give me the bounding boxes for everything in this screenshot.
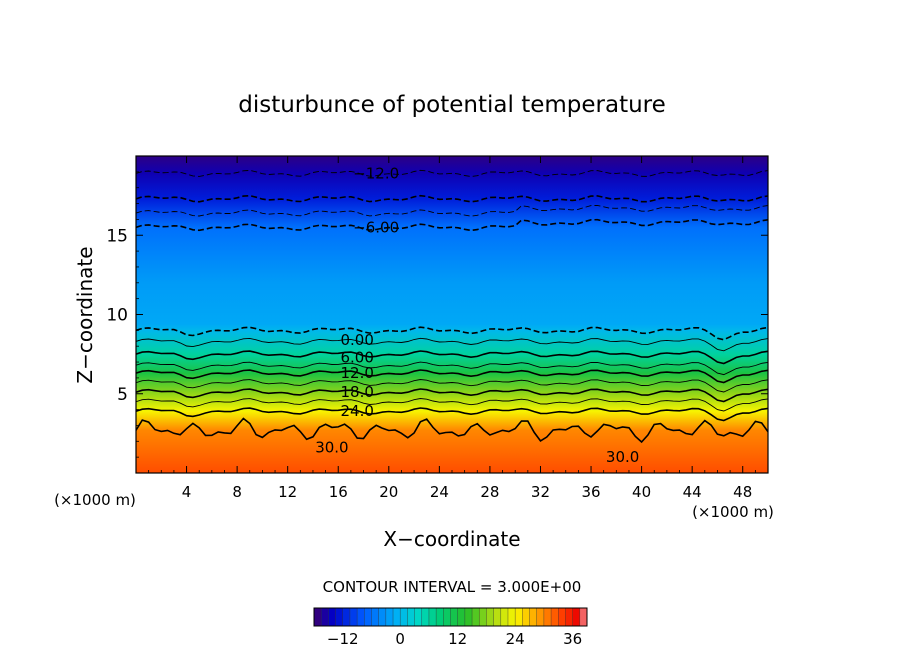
x-tick-label: 28 <box>480 483 499 501</box>
y-tick-label: 15 <box>106 226 128 246</box>
contour-line <box>136 326 768 341</box>
contour-line <box>136 407 768 422</box>
colorbar-tick-label: 12 <box>448 630 467 648</box>
x-tick-label: 24 <box>430 483 449 501</box>
contour-line <box>136 398 768 412</box>
y-axis-label: Z−coordinate <box>73 246 97 383</box>
x-tick-label: 32 <box>531 483 550 501</box>
y-tick-label: 5 <box>117 385 128 405</box>
colorbar-cell <box>321 608 329 626</box>
colorbar-tick-label: −12 <box>327 630 359 648</box>
colorbar-cell <box>558 608 566 626</box>
x-tick-label: 40 <box>632 483 651 501</box>
colorbar-cell <box>522 608 530 626</box>
colorbar-cell <box>529 608 538 626</box>
colorbar-tick-label: 0 <box>395 630 405 648</box>
contour-line <box>136 194 768 203</box>
temperature-field <box>136 156 768 473</box>
y-tick-label: 10 <box>106 306 128 326</box>
colorbar-tick-label: 36 <box>563 630 582 648</box>
x-tick-label: 48 <box>733 483 752 501</box>
contour-line <box>136 388 768 403</box>
colorbar-cell <box>457 608 466 626</box>
colorbar-cell <box>572 608 581 626</box>
colorbar: −12 0 12 24 36 <box>313 607 588 648</box>
colorbar-cell <box>393 608 401 626</box>
colorbar-cell <box>493 608 502 626</box>
colorbar-cell <box>385 608 394 626</box>
colorbar-cell <box>335 608 344 626</box>
colorbar-tick-label: 24 <box>506 630 525 648</box>
contour-interval-text: CONTOUR INTERVAL = 3.000E+00 <box>323 578 582 596</box>
contour-label: 6.00 <box>340 348 373 366</box>
contour-label: 30.0 <box>315 439 348 457</box>
colorbar-cell <box>328 608 336 626</box>
colorbar-cell <box>565 608 574 626</box>
contour-label: −6.00 <box>353 218 399 236</box>
contour-line <box>136 169 768 177</box>
colorbar-cell <box>536 608 545 626</box>
colorbar-cell <box>407 608 415 626</box>
colorbar-cell <box>371 608 380 626</box>
colorbar-cell <box>450 608 459 626</box>
contour-label: −12.0 <box>353 164 399 182</box>
x-unit-left: (×1000 m) <box>54 491 136 509</box>
colorbar-cell <box>414 608 423 626</box>
x-tick-label: 16 <box>329 483 348 501</box>
contour-label: 24.0 <box>340 402 373 420</box>
colorbar-frame <box>313 607 588 627</box>
colorbar-cell <box>543 608 552 626</box>
x-axis-label: X−coordinate <box>383 527 520 551</box>
x-tick-label: 8 <box>232 483 242 501</box>
x-tick-label: 44 <box>683 483 702 501</box>
x-tick-label: 36 <box>581 483 600 501</box>
colorbar-cell <box>479 608 487 626</box>
colorbar-cell <box>500 608 509 626</box>
colorbar-cell <box>314 608 322 626</box>
x-unit-right: (×1000 m) <box>692 503 774 521</box>
colorbar-cell <box>349 608 358 626</box>
x-tick-label: 4 <box>182 483 192 501</box>
colorbar-cell <box>342 608 351 626</box>
contour-label: 30.0 <box>606 448 639 466</box>
colorbar-cell <box>364 608 372 626</box>
contour-lines <box>136 169 768 444</box>
colorbar-cell <box>464 608 473 626</box>
contour-label: 18.0 <box>340 383 373 401</box>
colorbar-cell <box>579 608 588 626</box>
contour-line <box>136 369 768 384</box>
contour-line <box>136 417 768 444</box>
chart-title: disturbunce of potential temperature <box>238 92 666 118</box>
colorbar-cell <box>515 608 523 626</box>
colorbar-cell <box>400 608 408 626</box>
contour-line <box>136 350 768 365</box>
contour-line <box>136 337 768 352</box>
colorbar-cell <box>357 608 365 626</box>
contour-line <box>136 379 768 393</box>
colorbar-cell <box>436 608 444 626</box>
contour-line <box>136 218 768 232</box>
colorbar-cell <box>507 608 516 626</box>
colorbar-cell <box>551 608 559 626</box>
colorbar-cell <box>472 608 480 626</box>
contour-label: 0.00 <box>340 331 373 349</box>
colorbar-cell <box>443 608 451 626</box>
contour-line <box>136 361 768 376</box>
colorbar-cell <box>421 608 430 626</box>
x-tick-label: 12 <box>278 483 297 501</box>
colorbar-cell <box>428 608 437 626</box>
contour-label: 12.0 <box>340 364 373 382</box>
x-tick-label: 20 <box>379 483 398 501</box>
colorbar-cell <box>378 608 387 626</box>
colorbar-cell <box>486 608 494 626</box>
